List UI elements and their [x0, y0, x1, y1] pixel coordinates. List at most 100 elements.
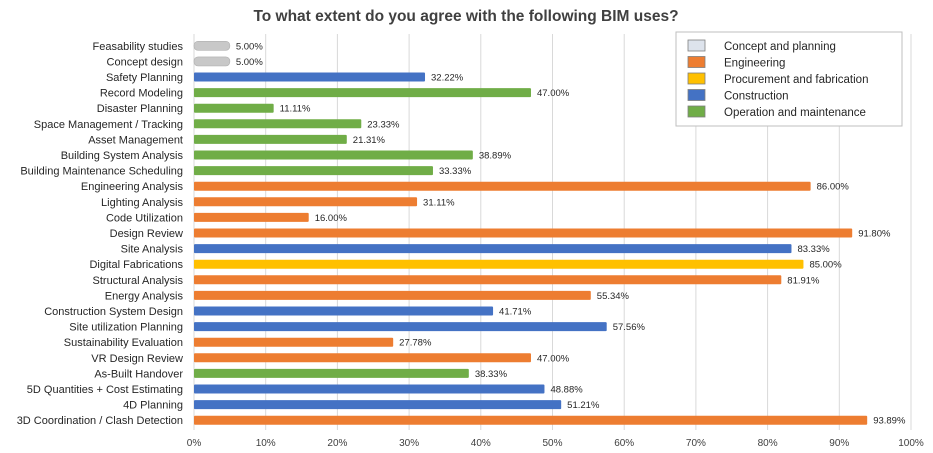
category-label: Engineering Analysis — [81, 181, 184, 193]
bar — [194, 134, 347, 144]
bars — [193, 40, 868, 425]
category-label: Construction System Design — [44, 306, 183, 318]
category-label: Design Review — [110, 228, 183, 240]
data-label: 81.91% — [787, 275, 820, 286]
data-label: 23.33% — [367, 119, 400, 130]
x-tick-label: 20% — [327, 438, 347, 449]
chart-title: To what extent do you agree with the fol… — [253, 8, 678, 25]
data-label: 41.71% — [499, 307, 532, 318]
category-label: Code Utilization — [106, 212, 183, 224]
bar — [194, 212, 309, 222]
x-tick-label: 70% — [686, 438, 706, 449]
category-label: 5D Quantities + Cost Estimating — [27, 384, 183, 396]
bar — [194, 88, 531, 98]
category-label: Energy Analysis — [105, 290, 184, 302]
category-label: Structural Analysis — [93, 275, 184, 287]
data-label: 31.11% — [423, 197, 455, 208]
bar — [194, 228, 853, 238]
data-label: 38.89% — [479, 151, 512, 162]
bar — [194, 181, 811, 191]
category-label: Disaster Planning — [97, 103, 183, 115]
x-tick-label: 10% — [256, 438, 276, 449]
bar — [194, 150, 473, 160]
bar — [194, 306, 494, 316]
category-label: Asset Management — [88, 134, 183, 146]
bar — [194, 244, 792, 254]
x-tick-label: 40% — [471, 438, 491, 449]
legend-label: Procurement and fabrication — [724, 74, 868, 86]
category-label: Digital Fabrications — [89, 259, 183, 271]
bar — [194, 322, 607, 332]
data-label: 93.89% — [873, 416, 906, 427]
x-tick-label: 60% — [614, 438, 634, 449]
legend-swatch — [687, 105, 706, 118]
data-label: 32.22% — [431, 73, 464, 84]
data-label: 85.00% — [809, 260, 842, 271]
data-label: 55.34% — [597, 291, 630, 302]
data-label: 21.31% — [353, 135, 386, 146]
bar — [194, 275, 782, 285]
legend: Concept and planning Engineering Procureme… — [675, 31, 903, 127]
data-label: 47.00% — [537, 88, 570, 99]
category-label: Feasability studies — [93, 41, 184, 53]
x-tick-label: 50% — [542, 438, 562, 449]
data-label: 83.33% — [797, 244, 830, 255]
bar — [194, 103, 274, 113]
legend-label: Engineering — [724, 58, 785, 70]
data-label: 5.00% — [236, 57, 263, 68]
category-label: VR Design Review — [91, 353, 183, 365]
x-tick-label: 0% — [187, 438, 202, 449]
category-label: Record Modeling — [100, 88, 183, 100]
bar — [194, 197, 418, 207]
legend-swatch — [687, 56, 706, 68]
data-label: 27.78% — [399, 338, 432, 349]
bar — [193, 56, 231, 67]
x-tick-label: 30% — [399, 438, 419, 449]
bar — [194, 290, 591, 300]
category-label: Site Analysis — [121, 244, 184, 256]
legend-label: Construction — [724, 91, 789, 103]
bar — [194, 337, 394, 347]
data-label: 11.11% — [280, 104, 311, 115]
bar — [194, 259, 804, 269]
bar — [194, 384, 545, 394]
legend-swatch — [687, 39, 706, 52]
category-label: 3D Coordination / Clash Detection — [17, 415, 183, 427]
data-label: 47.00% — [537, 353, 570, 364]
category-label: Site utilization Planning — [69, 322, 183, 334]
data-label: 51.21% — [567, 400, 600, 411]
legend-box — [675, 31, 903, 127]
category-label: As-Built Handover — [94, 368, 183, 380]
bar — [194, 72, 426, 82]
x-axis-ticks: 0% 10% 20% 30% 40% 50% 60% 70% 80% 90% 100% — [187, 438, 924, 449]
category-label: Building Maintenance Scheduling — [20, 166, 183, 178]
data-label: 86.00% — [817, 182, 850, 193]
data-label: 38.33% — [475, 369, 508, 380]
bar — [194, 368, 469, 378]
data-label: 48.88% — [550, 385, 583, 396]
category-label: 4D Planning — [123, 400, 183, 412]
bar — [194, 353, 531, 363]
bar — [194, 119, 362, 129]
legend-label: Concept and planning — [724, 41, 836, 53]
bar — [193, 40, 231, 51]
category-label: Building System Analysis — [61, 150, 184, 162]
legend-swatch — [687, 89, 706, 101]
data-label: 5.00% — [236, 41, 263, 52]
category-label: Safety Planning — [106, 72, 183, 84]
bar — [194, 415, 868, 425]
bar — [194, 400, 562, 410]
x-tick-label: 80% — [758, 438, 778, 449]
data-labels: 5.00% 5.00% 32.22% 47.00% 11.11% 23.33% 21.31%… — [236, 41, 906, 426]
category-label: Lighting Analysis — [101, 197, 183, 209]
x-tick-label: 90% — [829, 438, 849, 449]
data-label: 91.80% — [858, 229, 891, 240]
legend-label: Operation and maintenance — [724, 107, 866, 119]
data-label: 16.00% — [315, 213, 348, 224]
category-label: Space Management / Tracking — [34, 119, 183, 131]
legend-swatch — [687, 72, 706, 85]
x-tick-label: 100% — [898, 438, 924, 449]
data-label: 33.33% — [439, 166, 472, 177]
data-label: 57.56% — [613, 322, 646, 333]
